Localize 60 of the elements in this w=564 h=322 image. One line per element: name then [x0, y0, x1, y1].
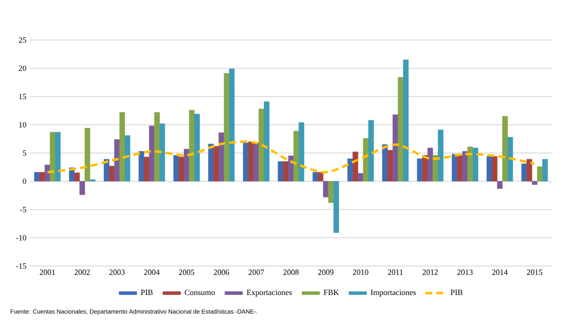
bar [213, 146, 219, 182]
bar [243, 142, 249, 182]
bar [159, 123, 165, 182]
bar [258, 108, 264, 182]
bar [542, 159, 548, 182]
bar [333, 181, 340, 233]
bar [149, 126, 155, 182]
bar [298, 122, 304, 182]
bar [312, 172, 318, 182]
bar [502, 116, 508, 182]
bar [347, 158, 353, 182]
bar [452, 154, 458, 182]
bar [74, 172, 80, 182]
bar [124, 135, 130, 182]
bar [278, 161, 284, 182]
bar [194, 114, 200, 182]
bar [109, 166, 115, 182]
bar [358, 173, 364, 182]
bar [323, 181, 329, 198]
bar [229, 68, 235, 182]
bar [398, 77, 404, 182]
bar [526, 159, 532, 182]
bar [521, 164, 527, 182]
bar [427, 148, 433, 182]
bar [154, 112, 160, 182]
bar [492, 156, 498, 182]
bar [114, 139, 120, 182]
bar [283, 161, 289, 182]
bar [507, 137, 514, 182]
bar [119, 112, 125, 182]
bar [224, 73, 230, 182]
bar [328, 181, 334, 203]
bar [248, 142, 254, 182]
bar [532, 181, 538, 185]
bar [264, 101, 270, 182]
bar [173, 155, 179, 182]
bar [417, 158, 423, 182]
bar [368, 120, 374, 182]
bar [486, 156, 492, 182]
bar [318, 172, 324, 182]
bar [387, 150, 393, 182]
bar [39, 172, 45, 182]
bar [497, 181, 503, 189]
bar [79, 181, 85, 195]
bar [178, 156, 184, 182]
bar [50, 132, 56, 182]
bar [288, 156, 294, 182]
bar [138, 151, 144, 182]
bar [472, 148, 478, 182]
bar [144, 156, 150, 182]
bar [403, 60, 409, 182]
bar [537, 166, 543, 182]
bar [438, 130, 444, 182]
bar [184, 148, 190, 182]
bar [34, 172, 40, 182]
bar [352, 152, 358, 182]
bar [462, 151, 468, 182]
bar [84, 128, 90, 182]
bar [55, 132, 61, 182]
bar [422, 155, 428, 182]
